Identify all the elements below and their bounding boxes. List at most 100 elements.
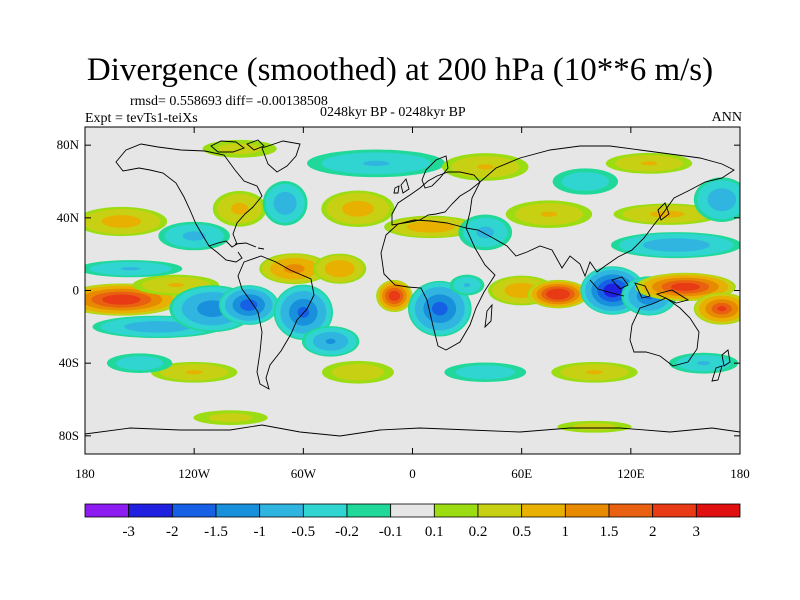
field-anomaly-10 <box>376 279 413 313</box>
contour-level-2 <box>642 238 710 252</box>
contour-level-2 <box>124 321 192 333</box>
field-anomaly-22 <box>158 221 230 251</box>
colorbar-label: 0.1 <box>425 524 444 540</box>
contour-level-1 <box>572 423 617 431</box>
contour-level-3 <box>325 338 336 344</box>
field-anomaly-33 <box>552 168 619 195</box>
chart-title: Divergence (smoothed) at 200 hPa (10**6 … <box>86 52 714 88</box>
contour-level-1 <box>208 413 253 423</box>
x-tick-label: 180 <box>730 466 750 481</box>
coastline-antarctica <box>85 424 740 437</box>
field-anomaly-21 <box>85 206 168 237</box>
field-anomaly-24 <box>262 181 308 226</box>
field-anomaly-32 <box>605 152 693 174</box>
field-anomaly-36 <box>106 353 173 373</box>
coastline-arctic-islands <box>210 139 265 153</box>
colorbar-label: 3 <box>693 524 701 540</box>
colorbar-swatch <box>346 503 392 518</box>
coastline-scandinavia <box>421 155 449 189</box>
colorbar-swatch <box>84 503 130 518</box>
contour-level-2 <box>540 211 558 217</box>
colorbar-label: 0.5 <box>512 524 531 540</box>
contour-level-2 <box>167 283 185 288</box>
field-anomaly-8 <box>259 253 330 285</box>
season-label: ANN <box>711 110 742 125</box>
colorbar-swatch <box>302 503 348 518</box>
axes: 180 120W 60W 0 60E 120E 180 80N 40N 0 40S 80S <box>57 127 750 481</box>
field-anomaly-28 <box>505 200 593 228</box>
colorbar-swatch <box>215 503 261 518</box>
colorbar-swatch <box>477 503 523 518</box>
contour-level-2 <box>707 188 737 212</box>
colorbar: -3 -2 -1.5 -1 -0.5 -0.2 -0.1 0.1 0.2 0.5 1 1.5 2 3 <box>84 503 741 540</box>
field-anomaly-30 <box>307 149 446 178</box>
coastline-north-america <box>115 143 263 248</box>
contour-level-5 <box>546 288 570 300</box>
colorbar-label: -2 <box>166 524 179 540</box>
contour-level-2 <box>697 361 711 366</box>
y-tick-label: 0 <box>73 283 80 298</box>
contour-level-1 <box>115 356 164 371</box>
colorbar-swatch <box>171 503 217 518</box>
x-tick-label: 60E <box>511 466 532 481</box>
contour-level-2 <box>586 370 603 375</box>
x-tick-label: 180 <box>75 466 95 481</box>
contour-level-1 <box>561 172 610 191</box>
contour-level-1 <box>455 365 515 380</box>
colorbar-label: 1 <box>562 524 570 540</box>
colorbar-label: -0.5 <box>291 524 315 540</box>
field-anomaly-41 <box>193 410 268 426</box>
stats-subtitle: rmsd= 0.558693 diff= -0.00138508 <box>130 94 328 109</box>
colorbar-swatch <box>695 503 741 518</box>
period-subtitle: 0248kyr BP - 0248kyr BP <box>320 105 466 120</box>
colorbar-swatch <box>652 503 697 518</box>
field-anomaly-29 <box>693 177 740 222</box>
contour-level-5 <box>102 294 141 305</box>
contour-level-2 <box>185 370 203 375</box>
x-tick-label: 120W <box>178 466 211 481</box>
colorbar-label: 2 <box>649 524 657 540</box>
field-anomaly-17 <box>635 272 736 301</box>
contour-level-2 <box>342 200 374 217</box>
y-tick-label: 40S <box>59 355 79 370</box>
colorbar-label: -1 <box>253 524 266 540</box>
colorbar-label: -3 <box>122 524 135 540</box>
colorbar-label: 0.2 <box>469 524 488 540</box>
field-anomaly-20 <box>613 203 721 225</box>
coastline-new-zealand <box>711 349 731 382</box>
colorbar-swatch <box>390 503 435 518</box>
field-anomaly-27 <box>458 214 513 251</box>
y-tick-label: 40N <box>57 210 80 225</box>
contour-level-5 <box>388 290 401 302</box>
field-anomaly-35 <box>150 361 238 383</box>
contour-level-2 <box>273 191 297 215</box>
x-tick-label: 0 <box>409 466 416 481</box>
colorbar-label: -0.2 <box>335 524 359 540</box>
colorbar-swatch <box>433 503 479 518</box>
field-anomaly-18 <box>693 292 740 325</box>
field-anomaly-39 <box>551 361 638 383</box>
coastlines <box>85 139 740 437</box>
colorbar-swatch <box>259 503 304 518</box>
colorbar-swatch <box>564 503 610 518</box>
field-anomaly-5 <box>218 285 279 325</box>
x-tick-label: 120E <box>617 466 645 481</box>
field-anomaly-34 <box>202 139 277 158</box>
field-layer <box>85 139 740 433</box>
contour-level-2 <box>324 260 355 278</box>
contour-level-2 <box>120 267 141 271</box>
y-tick-label: 80S <box>59 428 79 443</box>
coastline-caribbean <box>234 242 265 250</box>
field-anomaly-3 <box>85 260 183 278</box>
experiment-subtitle: Expt = tevTs1-teiXs <box>85 111 198 126</box>
contour-level-2 <box>363 160 390 166</box>
coastline-central-america <box>208 245 243 263</box>
contour-level-1 <box>217 143 262 155</box>
field-anomaly-7 <box>301 326 360 357</box>
field-anomaly-23 <box>212 190 267 227</box>
coastline-greenland <box>261 140 301 173</box>
contour-level-2 <box>640 161 658 166</box>
field-anomaly-37 <box>321 360 394 384</box>
contour-level-5 <box>717 306 727 312</box>
